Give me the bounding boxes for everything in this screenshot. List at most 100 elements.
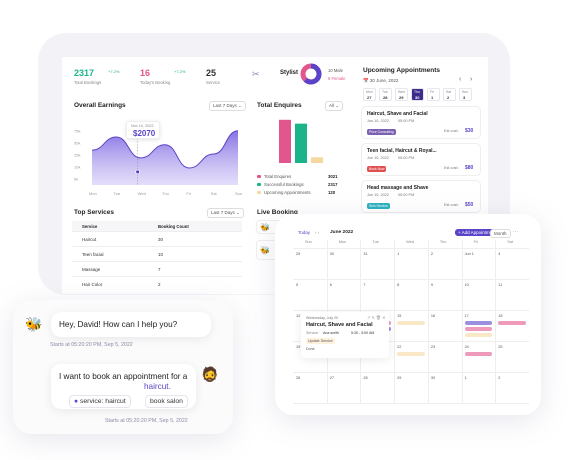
appointment-card[interactable]: Teen facial, Haircut & Royal... Jun 10, 2… [361,143,481,176]
y-tick: 25k [74,153,80,158]
more-icon[interactable]: ··· [513,229,518,235]
popup-title: Haircut, Shave and Facial [306,322,373,328]
stylist-female: 6 Female [328,76,346,81]
month-filter[interactable]: Month [490,229,511,238]
legend-label: Successful Bookings [264,182,304,187]
earnings-filter-label: Last 7 Days [213,103,237,108]
calendar-panel: Today ‹ › June 2022 + Add Appointment Mo… [275,214,541,415]
earnings-line [91,130,239,169]
x-tick: Sun [235,191,242,196]
appointment-title: Teen facial, Haircut & Royal... [367,148,437,154]
day-cell[interactable]: 1 [464,376,467,380]
appointment-tag: Price Consulting [367,129,396,135]
earnings-filter[interactable]: Last 7 Days ⌄ [209,101,246,111]
earnings-title: Overall Earnings [74,102,126,109]
day-button[interactable]: Sun 3 [459,88,472,101]
service-count: 7 [158,267,161,272]
request-link[interactable]: haircut. [144,382,171,391]
calendar-month: June 2022 [330,230,354,235]
day-cell[interactable]: 15 [397,314,402,318]
calendar-event[interactable] [464,352,493,356]
book-chip[interactable]: book salon [145,395,188,408]
calendar-event[interactable] [498,321,526,325]
day-cell[interactable]: 5 [296,283,299,287]
day-cell[interactable]: 16 [430,314,436,318]
service-chip-label: service: haircut [80,398,126,405]
day-button[interactable]: Thu 30 [411,88,424,101]
day-cell[interactable]: 29 [296,252,301,256]
day-cell[interactable]: 26 [296,376,301,380]
weekday-label: Mon [338,240,347,244]
day-cell[interactable]: 29 [397,376,402,380]
calendar-event[interactable] [464,321,493,325]
calendar-event[interactable] [464,327,493,331]
enquiries-filter[interactable]: All ⌄ [325,101,344,111]
calendar-event[interactable] [397,352,425,356]
appointment-date: Jun 10, 2022 [367,193,389,197]
cal-nav-icon[interactable]: ‹ › [315,230,320,235]
day-cell[interactable]: 30 [430,376,436,380]
day-cell[interactable]: 30 [329,252,334,256]
day-cell[interactable]: 4 [498,252,501,256]
prev-arrow-icon[interactable]: ‹ [459,76,462,83]
popup-date: Wednesday, July 20 [306,316,339,320]
legend-swatch [257,175,261,178]
y-tick: 50k [74,141,80,146]
popup-status[interactable]: Update Service [306,338,335,344]
earnings-chart: 75k 50k 25k 10k 5k Mon Tue Wed Thu Fri Sat Sun [74,123,242,196]
day-cell[interactable]: 8 [397,283,400,287]
day-cell[interactable]: 28 [363,376,368,380]
day-cell[interactable]: 7 [363,283,366,287]
x-tick: Thu [162,191,169,196]
day-button[interactable]: Mon 27 [363,88,376,101]
legend-value: 120 [328,190,336,195]
day-cell[interactable]: 2 [498,376,501,380]
y-tick: 75k [74,129,80,134]
day-cell[interactable]: 19 [296,345,301,349]
appointment-card[interactable]: Haircut, Shave and Facial Jun 10, 2022 05:… [361,106,481,139]
day-cell[interactable]: 2 [430,252,433,256]
day-cell[interactable]: 25 [498,345,503,349]
enquiries-title: Total Enquires [257,102,302,109]
next-arrow-icon[interactable]: › [470,76,473,83]
day-cell[interactable]: 12 [296,314,301,318]
upcoming-date-text: 30 June, 2022 [369,78,399,83]
day-cell[interactable]: 22 [397,345,402,349]
day-cell[interactable]: 24 [464,345,469,349]
service-chip[interactable]: ● service: haircut [69,395,131,408]
col-count: Booking Count [158,224,189,229]
day-cell[interactable]: 18 [498,314,503,318]
y-tick: 5k [74,177,78,182]
add-appointment-button[interactable]: + Add Appointment [455,229,499,236]
popup-actions-icon[interactable]: ↗ ✎ 🗑 ✕ [367,315,386,320]
calendar-event[interactable] [397,321,425,325]
x-tick: Wed [138,191,146,196]
today-button[interactable]: Today [295,229,314,236]
day-cell[interactable]: 11 [498,283,503,287]
day-cell[interactable]: 1 [397,252,400,256]
day-cell[interactable]: 17 [464,314,469,318]
appointment-card[interactable]: Head massage and Shave Jun 10, 2022 05:00 … [361,180,481,213]
day-button[interactable]: Sat 2 [443,88,456,101]
day-cell[interactable]: 27 [329,376,334,380]
day-button[interactable]: Tue 28 [379,88,392,101]
day-cell[interactable]: 9 [430,283,433,287]
day-cell[interactable]: 6 [329,283,332,287]
grid-col-line [495,240,497,403]
row-divider [72,231,242,232]
day-cell[interactable]: 10 [464,283,469,287]
calendar-event[interactable] [464,333,493,337]
table-header [72,221,242,231]
day-cell[interactable]: 23 [430,345,436,349]
day-button[interactable]: Wed 29 [395,88,408,101]
grid-col-line [461,240,463,403]
legend-value: 3021 [328,174,338,179]
cost-label: Est cost: [444,203,459,207]
grid-row-line [293,341,529,342]
day-cell[interactable]: 31 [363,252,368,256]
legend-value: 2317 [328,182,338,187]
day-cell[interactable]: Jun 1 [464,252,474,256]
day-button[interactable]: Fri 1 [427,88,440,101]
stylist-icon: ✂ [252,69,260,79]
services-filter[interactable]: Last 7 Days ⌄ [207,208,244,218]
